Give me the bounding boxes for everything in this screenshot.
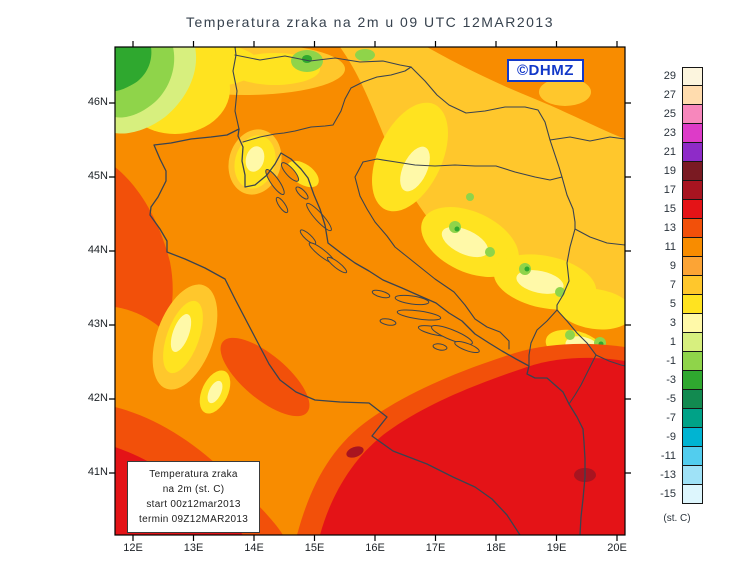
legend-unit-label: (st. C)	[663, 513, 691, 524]
legend-swatch	[682, 218, 703, 238]
lon-label: 12E	[123, 542, 143, 554]
legend-value: 27	[663, 89, 676, 101]
legend-entry: 11	[648, 237, 706, 257]
legend-value: 1	[669, 336, 676, 348]
legend-swatch	[682, 389, 703, 409]
legend-value: 3	[669, 317, 676, 329]
legend-value: 7	[669, 279, 676, 291]
lon-label: 15E	[304, 542, 325, 554]
info-box: Temperatura zraka na 2m (st. C) start 00z1…	[127, 461, 261, 533]
legend-entry: 7	[648, 275, 706, 295]
legend-value: -5	[666, 393, 676, 405]
dhmz-watermark: ©DHMZ	[507, 59, 584, 82]
legend-swatch	[682, 180, 703, 200]
legend-value: -1	[666, 355, 676, 367]
legend-swatch	[682, 408, 703, 428]
info-line: Temperatura zraka	[149, 469, 238, 480]
legend-swatch	[682, 161, 703, 181]
legend-swatch	[682, 294, 703, 314]
legend-swatch	[682, 427, 703, 447]
legend-value: 11	[664, 241, 676, 253]
legend-value: 29	[663, 70, 676, 82]
legend-entry: 15	[648, 199, 706, 219]
temperature-map-svg	[109, 41, 631, 541]
legend-entry: 19	[648, 161, 706, 181]
legend-swatch	[682, 104, 703, 124]
lon-label: 13E	[183, 542, 204, 554]
legend-entry: 25	[648, 104, 706, 124]
legend-entry: 27	[648, 85, 706, 105]
legend-entry: -1	[648, 351, 706, 371]
legend-value: -11	[660, 450, 676, 462]
legend-value: 15	[663, 203, 676, 215]
lon-label: 19E	[546, 542, 567, 554]
legend-swatch	[682, 275, 703, 295]
legend-swatch	[682, 313, 703, 333]
lon-label: 16E	[365, 542, 385, 554]
legend-entry: 13	[648, 218, 706, 238]
legend-value: -7	[666, 412, 676, 424]
lat-label: 43N	[87, 318, 108, 330]
legend-swatch	[682, 123, 703, 143]
legend-swatch	[682, 370, 703, 390]
lon-label: 14E	[244, 542, 264, 554]
legend-swatch	[682, 446, 703, 466]
legend-entry: 21	[648, 142, 706, 162]
legend-entry: 17	[648, 180, 706, 200]
legend-entry: 5	[648, 294, 706, 314]
legend-entry: 23	[648, 123, 706, 143]
legend-swatch	[682, 199, 703, 219]
legend-value: 17	[663, 184, 676, 196]
legend-swatch	[682, 85, 703, 105]
legend-value: 5	[669, 298, 676, 310]
legend-entry: -5	[648, 389, 706, 409]
legend-swatch	[682, 142, 703, 162]
info-box-lines: Temperatura zraka na 2m (st. C) start 00z1…	[139, 467, 248, 527]
info-line: na 2m (st. C)	[162, 484, 225, 495]
legend-value: -13	[660, 469, 676, 481]
lat-label: 45N	[87, 170, 108, 182]
legend-entry: -9	[648, 427, 706, 447]
legend-swatch	[682, 465, 703, 485]
lat-label: 44N	[87, 244, 108, 256]
legend-entry: -11	[648, 446, 706, 466]
legend-entries: 29 27 25 23 21 19 17 15 13 11 9 7 5 3 1 -1 -3 -5 -7 -9 -11 -1…	[648, 67, 706, 504]
lon-label: 20E	[607, 542, 627, 554]
legend-entry: 3	[648, 313, 706, 333]
legend: 29 27 25 23 21 19 17 15 13 11 9 7 5 3 1 -1 -3 -5 -7 -9 -11 -1…	[648, 67, 706, 524]
legend-entry: -13	[648, 465, 706, 485]
legend-entry: 9	[648, 256, 706, 276]
lon-label: 17E	[425, 542, 446, 554]
lat-label: 42N	[87, 392, 108, 404]
lat-label: 46N	[87, 96, 108, 108]
lon-label: 18E	[486, 542, 506, 554]
legend-value: -9	[666, 431, 676, 443]
legend-value: -3	[666, 374, 676, 386]
legend-value: -15	[660, 488, 676, 500]
legend-swatch	[682, 256, 703, 276]
legend-entry: -15	[648, 484, 706, 504]
legend-value: 25	[663, 108, 676, 120]
info-line: start 00z12mar2013	[146, 499, 241, 510]
legend-swatch	[682, 332, 703, 352]
legend-value: 23	[663, 127, 676, 139]
legend-swatch	[682, 237, 703, 257]
legend-value: 9	[669, 260, 676, 272]
legend-swatch	[682, 351, 703, 371]
legend-entry: -7	[648, 408, 706, 428]
legend-value: 13	[663, 222, 676, 234]
legend-entry: 1	[648, 332, 706, 352]
legend-entry: -3	[648, 370, 706, 390]
map-area: ©DHMZ Temperatura zraka na 2m (st. C) star…	[109, 41, 631, 541]
info-line: termin 09Z12MAR2013	[139, 514, 249, 525]
page-title: Temperatura zraka na 2m u 09 UTC 12MAR20…	[185, 14, 555, 30]
legend-value: 19	[663, 165, 676, 177]
lat-label: 41N	[87, 466, 108, 478]
legend-value: 21	[663, 146, 676, 158]
legend-swatch	[682, 484, 703, 504]
legend-entry: 29	[648, 67, 706, 86]
legend-swatch	[682, 67, 703, 86]
